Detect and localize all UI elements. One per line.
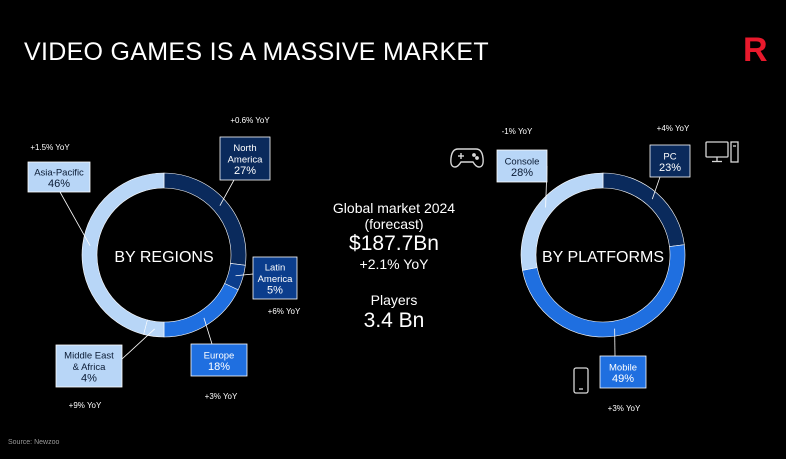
label-line: Latin [265, 263, 286, 274]
label-box [190, 343, 248, 377]
leader-north-america [219, 179, 235, 206]
phone-icon [573, 367, 589, 394]
label-line: 28% [511, 167, 533, 179]
gamepad-icon [450, 148, 484, 168]
label-line: 46% [48, 178, 70, 190]
regions-leader-lines [59, 179, 254, 360]
leader-middle-east-africa [121, 328, 155, 360]
yoy-label: +6% YoY [268, 307, 301, 316]
global-market-summary: Global market 2024 (forecast) $187.7Bn +… [312, 200, 476, 333]
source-note: Source: Newzoo [8, 439, 60, 446]
label-line: 4% [81, 373, 97, 385]
platforms-arcs [520, 172, 686, 338]
label-box [27, 161, 91, 193]
label-line: America [258, 274, 294, 285]
label-line: 27% [234, 165, 256, 177]
label-line: North [233, 143, 256, 154]
label-line: & Africa [73, 362, 106, 373]
logo-letter: R [743, 32, 768, 64]
platforms-chart-title: BY PLATFORMS [542, 249, 664, 266]
market-growth: +2.1% YoY [359, 256, 429, 273]
label-line: 49% [612, 373, 634, 385]
label-line: Middle East [64, 351, 114, 362]
label-box [649, 144, 691, 178]
label-line: Europe [204, 350, 235, 361]
brand-logo: R [743, 32, 768, 64]
label-line: 5% [267, 285, 283, 297]
players-value: 3.4 Bn [363, 308, 425, 332]
market-label-line2: (forecast) [364, 216, 424, 233]
players-label: Players [370, 292, 418, 309]
label-line: Mobile [609, 362, 637, 373]
market-label-line1: Global market 2024 [332, 200, 456, 216]
slice-console [520, 172, 604, 271]
label-box [219, 136, 271, 181]
label-box [55, 344, 123, 388]
label-line: PC [663, 151, 676, 162]
market-value: $187.7Bn [349, 232, 439, 256]
yoy-label: +9% YoY [69, 401, 102, 410]
label-line: Console [505, 156, 540, 167]
leader-pc [651, 176, 661, 200]
label-line: 18% [208, 361, 230, 373]
label-box [252, 256, 298, 300]
leader-asia-pacific [59, 191, 91, 246]
leader-europe [203, 317, 213, 345]
label-box [496, 149, 548, 183]
yoy-label: +3% YoY [205, 392, 238, 401]
slice-asia-pacific [81, 172, 165, 335]
yoy-label: -1% YoY [502, 127, 533, 136]
label-line: 23% [659, 162, 681, 174]
slice-pc [602, 172, 685, 247]
regions-arcs [81, 172, 247, 338]
label-box [599, 355, 647, 389]
yoy-label: +1.5% YoY [30, 143, 70, 152]
label-line: Asia-Pacific [34, 167, 84, 178]
page-title: VIDEO GAMES IS A MASSIVE MARKET [24, 38, 489, 66]
label-line: America [228, 155, 264, 166]
yoy-label: +0.6% YoY [230, 116, 270, 125]
yoy-label: +4% YoY [657, 124, 690, 133]
regions-chart-title: BY REGIONS [114, 249, 213, 266]
monitor-icon [705, 141, 739, 163]
yoy-label: +3% YoY [608, 404, 641, 413]
leader-latin-america [235, 273, 254, 277]
